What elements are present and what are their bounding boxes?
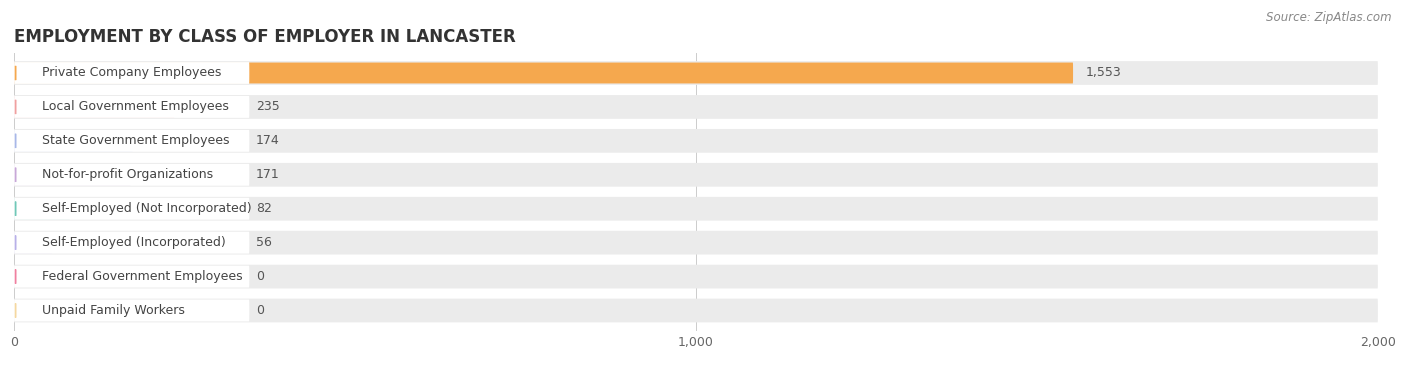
Text: Self-Employed (Not Incorporated): Self-Employed (Not Incorporated) xyxy=(42,202,252,215)
Text: Private Company Employees: Private Company Employees xyxy=(42,67,222,79)
Text: Unpaid Family Workers: Unpaid Family Workers xyxy=(42,304,186,317)
Text: State Government Employees: State Government Employees xyxy=(42,134,229,147)
Text: 0: 0 xyxy=(256,270,264,283)
Text: 171: 171 xyxy=(256,168,280,181)
Text: 82: 82 xyxy=(256,202,271,215)
FancyBboxPatch shape xyxy=(14,265,1378,288)
Text: EMPLOYMENT BY CLASS OF EMPLOYER IN LANCASTER: EMPLOYMENT BY CLASS OF EMPLOYER IN LANCA… xyxy=(14,27,516,45)
Text: Not-for-profit Organizations: Not-for-profit Organizations xyxy=(42,168,214,181)
FancyBboxPatch shape xyxy=(14,163,1378,186)
Text: 235: 235 xyxy=(256,100,280,114)
FancyBboxPatch shape xyxy=(14,232,249,253)
FancyBboxPatch shape xyxy=(14,164,131,185)
FancyBboxPatch shape xyxy=(14,198,70,219)
FancyBboxPatch shape xyxy=(14,97,174,117)
Text: Source: ZipAtlas.com: Source: ZipAtlas.com xyxy=(1267,11,1392,24)
FancyBboxPatch shape xyxy=(14,198,249,220)
Text: 174: 174 xyxy=(256,134,280,147)
FancyBboxPatch shape xyxy=(14,95,1378,119)
FancyBboxPatch shape xyxy=(14,96,249,118)
FancyBboxPatch shape xyxy=(14,62,1073,83)
FancyBboxPatch shape xyxy=(14,231,1378,255)
FancyBboxPatch shape xyxy=(14,266,249,288)
Text: 1,553: 1,553 xyxy=(1085,67,1121,79)
Text: Local Government Employees: Local Government Employees xyxy=(42,100,229,114)
FancyBboxPatch shape xyxy=(14,129,1378,153)
FancyBboxPatch shape xyxy=(14,299,1378,322)
Text: Federal Government Employees: Federal Government Employees xyxy=(42,270,243,283)
Text: 56: 56 xyxy=(256,236,271,249)
FancyBboxPatch shape xyxy=(14,130,249,152)
FancyBboxPatch shape xyxy=(14,130,132,151)
FancyBboxPatch shape xyxy=(14,232,52,253)
FancyBboxPatch shape xyxy=(14,62,249,84)
Text: Self-Employed (Incorporated): Self-Employed (Incorporated) xyxy=(42,236,226,249)
Text: 0: 0 xyxy=(256,304,264,317)
FancyBboxPatch shape xyxy=(14,164,249,186)
FancyBboxPatch shape xyxy=(14,61,1378,85)
FancyBboxPatch shape xyxy=(14,300,249,321)
FancyBboxPatch shape xyxy=(14,197,1378,221)
